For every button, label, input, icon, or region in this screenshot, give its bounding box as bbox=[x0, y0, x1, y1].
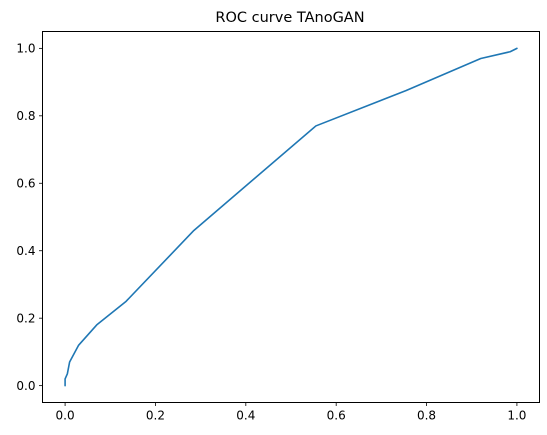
chart-title: ROC curve TAnoGAN bbox=[215, 10, 364, 26]
y-tick-label: 1.0 bbox=[16, 42, 35, 56]
roc-series-line bbox=[64, 47, 518, 387]
x-tick-label: 1.0 bbox=[507, 409, 526, 423]
y-tick-label: 0.2 bbox=[16, 311, 35, 325]
x-tick-label: 0.2 bbox=[146, 409, 165, 423]
y-tick-label: 0.8 bbox=[16, 109, 35, 123]
y-tick-label: 0.6 bbox=[16, 177, 35, 191]
x-tick-label: 0.8 bbox=[417, 409, 436, 423]
y-tick-label: 0.4 bbox=[16, 244, 35, 258]
plot-frame bbox=[42, 31, 540, 403]
y-tick-label: 0.0 bbox=[16, 379, 35, 393]
x-tick-label: 0.0 bbox=[56, 409, 75, 423]
x-tick-label: 0.4 bbox=[236, 409, 255, 423]
x-tick-label: 0.6 bbox=[327, 409, 346, 423]
